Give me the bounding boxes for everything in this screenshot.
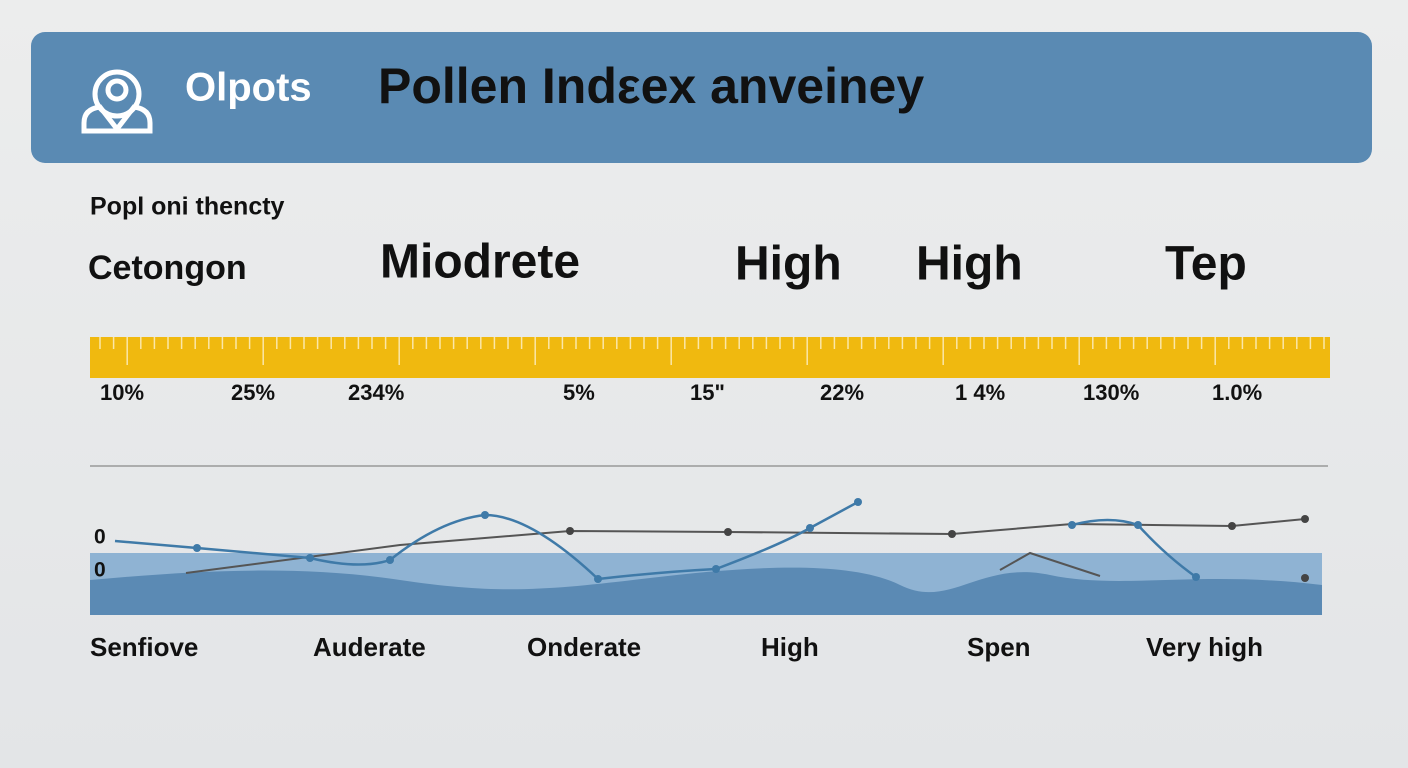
series-line: [114, 500, 859, 581]
category-label: Senfiove: [90, 632, 198, 662]
header-bar: [31, 32, 1372, 163]
scale-label: 22%: [820, 380, 864, 405]
trend-line: [999, 551, 1101, 577]
subtitle: Popl oni thencty: [90, 193, 285, 221]
trend-line: [185, 518, 1306, 574]
category-label: Auderate: [313, 632, 426, 662]
header-icon: [81, 69, 153, 134]
category-label: High: [761, 632, 819, 662]
axis-label: 0: [94, 526, 106, 549]
brand: Olpots: [185, 66, 312, 110]
scale-label: 130%: [1083, 380, 1139, 405]
scale-label: 5%: [563, 380, 595, 405]
category-label: Spen: [967, 632, 1031, 662]
category-label: Very high: [1146, 632, 1263, 662]
scale-label: 25%: [231, 380, 275, 405]
scale-label: 1 4%: [955, 380, 1005, 405]
scale-bar: [90, 337, 1330, 378]
level-label: Miodrete: [380, 236, 580, 289]
level-label: High: [735, 238, 842, 291]
axis-label: 0: [94, 559, 106, 582]
scale-label: 15": [690, 380, 725, 405]
page-title: Pollen Indεex anveiney: [378, 58, 924, 114]
category-label: Onderate: [527, 632, 641, 662]
level-label: Cetongon: [88, 249, 247, 287]
trend-points: [566, 515, 1309, 582]
level-label: Tep: [1165, 238, 1247, 291]
scale-label: 1.0%: [1212, 380, 1262, 405]
level-label: High: [916, 238, 1023, 291]
scale-label: 234%: [348, 380, 404, 405]
wave: [90, 567, 1322, 615]
series-points: [193, 498, 1200, 583]
scale-ticks: [99, 337, 1325, 365]
scale-label: 10%: [100, 380, 144, 405]
